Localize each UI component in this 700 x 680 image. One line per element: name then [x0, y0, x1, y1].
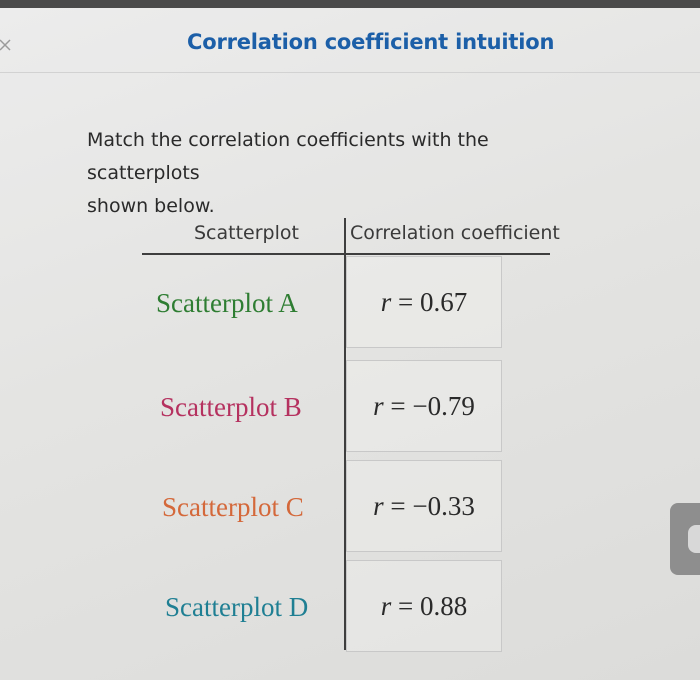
row-label-scatterplot-c: Scatterplot C	[162, 492, 304, 522]
instructions-line-1: Match the correlation coefficients with …	[87, 129, 489, 184]
side-panel-handle[interactable]	[670, 503, 700, 575]
close-icon[interactable]	[0, 38, 14, 52]
coefficient-value-c: r = −0.33	[373, 490, 475, 521]
coefficient-tile-a[interactable]: r = 0.67	[346, 256, 502, 348]
table-column-divider	[344, 218, 346, 650]
instructions-line-2: shown below.	[87, 195, 215, 217]
coefficient-tile-d[interactable]: r = 0.88	[346, 560, 502, 652]
coefficient-value-b: r = −0.79	[373, 390, 475, 421]
exercise-title: Correlation coefficient intuition	[187, 30, 555, 54]
side-panel-handle-grip	[688, 525, 700, 553]
coefficient-value-d: r = 0.88	[380, 590, 468, 621]
coefficient-tile-b[interactable]: r = −0.79	[346, 360, 502, 452]
row-label-scatterplot-d: Scatterplot D	[165, 592, 309, 622]
table-header-divider	[142, 253, 550, 255]
top-edge-strip	[0, 0, 700, 8]
exercise-header: Correlation coefficient intuition	[0, 8, 700, 73]
column-header-correlation: Correlation coefficient	[350, 222, 560, 244]
column-header-scatterplot: Scatterplot	[194, 222, 299, 244]
row-label-scatterplot-a: Scatterplot A	[156, 288, 298, 318]
coefficient-tile-c[interactable]: r = −0.33	[346, 460, 502, 552]
instructions: Match the correlation coefficients with …	[87, 124, 607, 223]
row-label-scatterplot-b: Scatterplot B	[160, 392, 302, 422]
coefficient-value-a: r = 0.67	[380, 286, 468, 317]
